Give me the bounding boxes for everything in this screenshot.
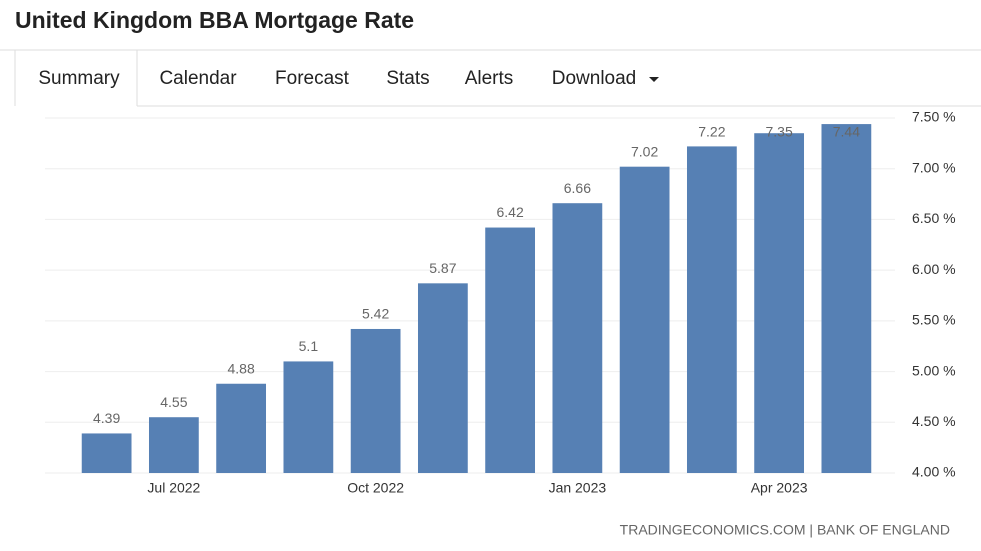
y-tick-label: 5.00 % [912, 362, 956, 378]
bar [216, 383, 267, 473]
dropdown-caret [649, 77, 659, 82]
tab[interactable]: Stats [386, 68, 429, 89]
value-label: 6.66 [564, 180, 591, 196]
bar [81, 433, 132, 473]
y-tick-label: 6.50 % [912, 210, 956, 226]
tab[interactable]: Download [552, 68, 637, 89]
source: TRADINGECONOMICS.COM | BANK OF ENGLAND [620, 522, 950, 538]
value-label: 5.87 [429, 260, 456, 276]
value-label: 4.88 [228, 360, 255, 376]
bar [619, 166, 670, 473]
y-tick-label: 7.00 % [912, 159, 956, 175]
value-label: 7.44 [833, 124, 860, 140]
y-tick-label: 4.50 % [912, 413, 956, 429]
bar [148, 417, 199, 473]
bar [552, 203, 603, 473]
tab[interactable]: Forecast [275, 68, 350, 89]
bar [417, 283, 468, 473]
value-label: 7.02 [631, 143, 658, 159]
x-tick-label: Apr 2023 [751, 480, 808, 496]
value-label: 6.42 [497, 204, 524, 220]
bar [485, 227, 536, 473]
tab[interactable]: Calendar [159, 68, 237, 89]
value-label: 4.55 [160, 394, 187, 410]
x-tick-label: Oct 2022 [347, 480, 404, 496]
x-tick-label: Jan 2023 [549, 480, 607, 496]
x-tick-label: Jul 2022 [147, 480, 200, 496]
y-tick-label: 4.00 % [912, 464, 956, 480]
value-label: 7.22 [698, 124, 725, 140]
y-tick-label: 6.00 % [912, 261, 956, 277]
value-label: 5.42 [362, 306, 389, 322]
bar [283, 361, 334, 473]
y-tick-label: 7.50 % [912, 109, 956, 125]
value-label: 7.35 [766, 124, 793, 140]
bar [754, 133, 805, 473]
bar [350, 328, 401, 473]
page-title: United Kingdom BBA Mortgage Rate [15, 7, 414, 33]
tab[interactable]: Alerts [465, 68, 514, 89]
value-label: 5.1 [299, 338, 319, 354]
bar [686, 146, 737, 473]
value-label: 4.39 [93, 410, 120, 426]
active-tab [14, 49, 138, 106]
bar [821, 124, 872, 473]
y-tick-label: 5.50 % [912, 312, 956, 328]
tab[interactable]: Summary [38, 68, 120, 89]
